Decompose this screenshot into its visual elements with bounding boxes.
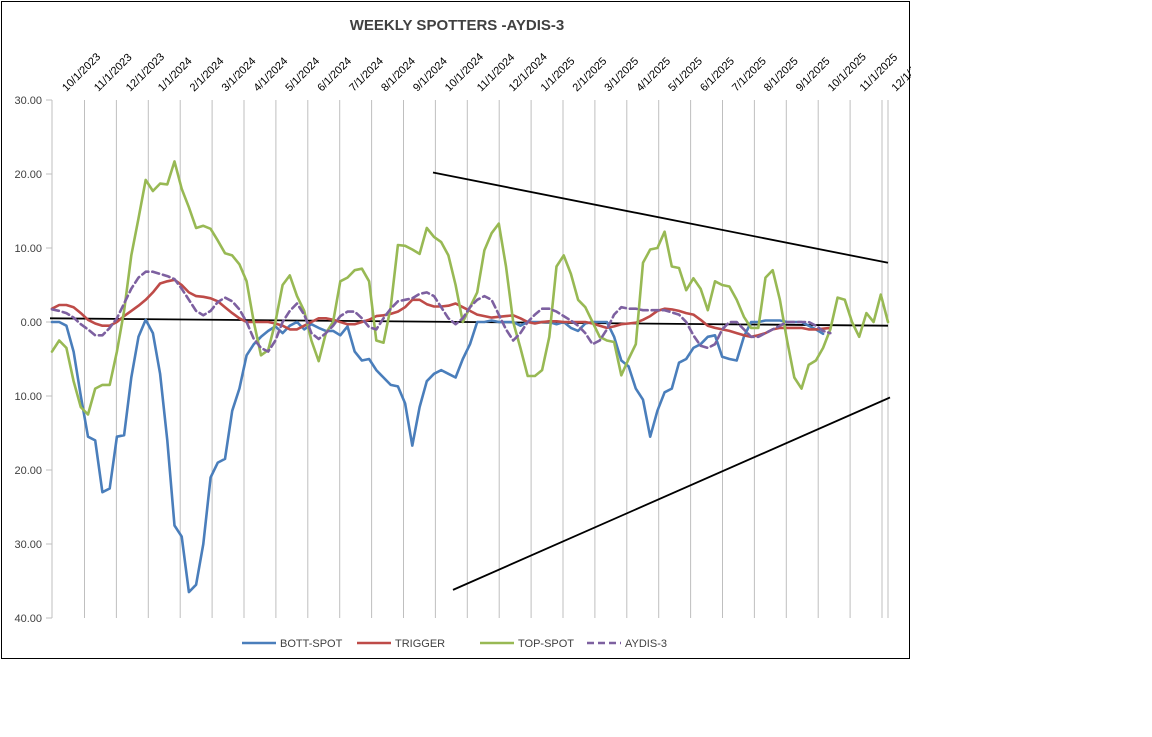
series-layer xyxy=(50,160,890,594)
y-tick-label: 0.00 xyxy=(21,317,42,329)
y-tick-label: 20.00 xyxy=(14,465,42,477)
x-tick-label: 4/1/2025 xyxy=(634,55,673,94)
chart-frame: WEEKLY SPOTTERS -AYDIS-3 30.00 20.00 10.00… xyxy=(1,1,911,659)
y-tick-label: 10.00 xyxy=(14,243,42,255)
x-tick-label: 5/1/2024 xyxy=(283,55,322,94)
legend-label: TRIGGER xyxy=(395,638,445,650)
x-axis-ticks: 10/1/202311/1/202312/1/20231/1/20242/1/2… xyxy=(60,51,911,94)
x-tick-label: 4/1/2024 xyxy=(252,55,291,94)
x-tick-label: 7/1/2025 xyxy=(730,55,769,94)
y-tick-label: 30.00 xyxy=(14,95,42,107)
x-tick-label: 8/1/2024 xyxy=(379,55,418,94)
chart-title: WEEKLY SPOTTERS -AYDIS-3 xyxy=(350,17,565,34)
y-tick-label: 10.00 xyxy=(14,391,42,403)
trendline-layer xyxy=(432,171,891,591)
x-tick-label: 2/1/2024 xyxy=(188,55,227,94)
x-tick-label: 6/1/2024 xyxy=(315,55,354,94)
upper-trendline xyxy=(432,171,889,264)
x-tick-label: 8/1/2025 xyxy=(762,55,801,94)
x-tick-label: 9/1/2025 xyxy=(794,55,833,94)
lower-trendline xyxy=(452,396,891,591)
series-line-bott-spot xyxy=(50,318,825,594)
legend-label: TOP-SPOT xyxy=(518,638,574,650)
chart-svg: WEEKLY SPOTTERS -AYDIS-3 30.00 20.00 10.00… xyxy=(14,17,911,650)
legend-label: BOTT-SPOT xyxy=(280,638,343,650)
x-tick-label: 7/1/2024 xyxy=(347,55,386,94)
y-tick-label: 40.00 xyxy=(14,613,42,625)
legend-label: AYDIS-3 xyxy=(625,638,667,650)
x-tick-label: 9/1/2024 xyxy=(411,55,450,94)
y-axis-ticks: 30.00 20.00 10.00 0.00 10.00 20.00 30.00 40.00 xyxy=(14,95,52,625)
x-tick-label: 6/1/2025 xyxy=(698,55,737,94)
grid-layer xyxy=(51,100,889,618)
x-tick-label: 3/1/2024 xyxy=(220,55,259,94)
x-tick-label: 2/1/2025 xyxy=(571,55,610,94)
x-tick-label: 3/1/2025 xyxy=(602,55,641,94)
legend: BOTT-SPOT TRIGGER TOP-SPOT AYDIS-3 xyxy=(242,638,667,650)
y-tick-label: 20.00 xyxy=(14,169,42,181)
series-line-aydis-3 xyxy=(50,270,832,353)
x-tick-label: 5/1/2025 xyxy=(666,55,705,94)
series-line-top-spot xyxy=(50,160,890,416)
y-tick-label: 30.00 xyxy=(14,539,42,551)
